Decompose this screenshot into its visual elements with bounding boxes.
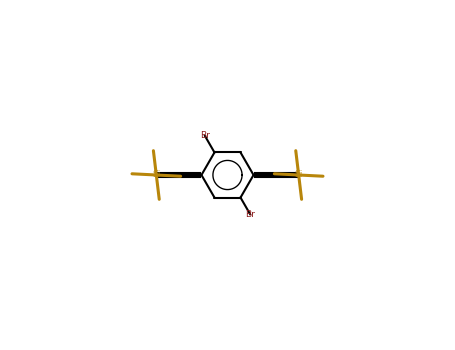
Text: Si: Si [294, 170, 303, 180]
Text: Br: Br [200, 131, 210, 140]
Text: Br: Br [245, 210, 255, 219]
Text: Si: Si [152, 170, 161, 180]
